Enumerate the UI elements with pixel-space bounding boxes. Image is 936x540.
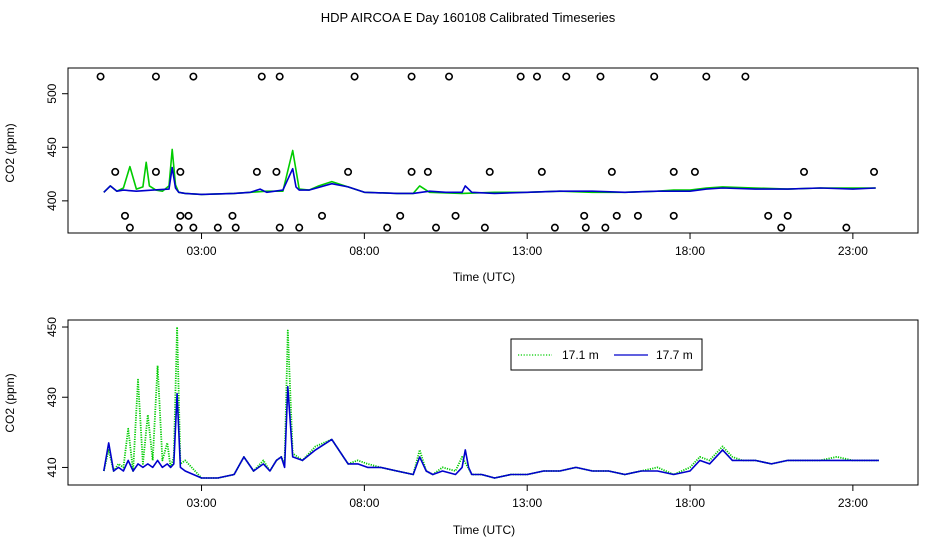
- top-x-tick-label: 23:00: [838, 244, 868, 258]
- bottom-x-tick-label: 03:00: [187, 496, 217, 510]
- marker-circle: [581, 223, 590, 232]
- marker-circle: [485, 167, 494, 176]
- marker-circle: [151, 72, 160, 81]
- bottom-series-green: [102, 326, 879, 479]
- top-y-tick-label: 450: [45, 137, 59, 157]
- marker-circle: [532, 72, 541, 81]
- marker-circle: [125, 223, 134, 232]
- legend-label-green: 17.1 m: [562, 348, 599, 362]
- marker-circle: [633, 211, 642, 220]
- chart-title: HDP AIRCOA E Day 160108 Calibrated Times…: [321, 10, 616, 25]
- top-y-axis: 400 450 500: [45, 83, 68, 211]
- marker-circle: [213, 223, 222, 232]
- legend: 17.1 m 17.7 m: [510, 338, 703, 371]
- marker-circle: [184, 211, 193, 220]
- marker-circle: [601, 223, 610, 232]
- bottom-y-tick-label: 450: [45, 317, 59, 337]
- top-x-tick-label: 18:00: [675, 244, 705, 258]
- marker-circle: [550, 223, 559, 232]
- top-plot-frame: [67, 67, 919, 234]
- marker-circle: [783, 211, 792, 220]
- top-x-axis: 03:00 08:00 13:00 18:00 23:00: [187, 233, 868, 258]
- bottom-series-blue: [103, 385, 879, 479]
- bottom-x-tick-label: 13:00: [512, 496, 542, 510]
- marker-circle: [228, 211, 237, 220]
- bottom-x-axis: 03:00 08:00 13:00 18:00 23:00: [187, 485, 868, 510]
- top-x-tick-label: 03:00: [187, 244, 217, 258]
- marker-circle: [120, 211, 129, 220]
- marker-circle: [383, 223, 392, 232]
- marker-circle: [275, 72, 284, 81]
- marker-circle: [842, 223, 851, 232]
- marker-circle: [669, 167, 678, 176]
- bottom-x-axis-label: Time (UTC): [453, 523, 515, 537]
- marker-circle: [318, 211, 327, 220]
- bottom-series-lines: [102, 326, 879, 479]
- marker-circle: [451, 211, 460, 220]
- marker-circle: [690, 167, 699, 176]
- marker-circle: [650, 72, 659, 81]
- marker-circle: [612, 211, 621, 220]
- marker-circle: [607, 167, 616, 176]
- marker-circle: [423, 167, 432, 176]
- marker-circle: [96, 72, 105, 81]
- legend-box: [510, 338, 703, 371]
- marker-circle: [537, 167, 546, 176]
- top-series-blue: [103, 166, 876, 196]
- bottom-x-tick-label: 08:00: [349, 496, 379, 510]
- top-y-axis-label: CO2 (ppm): [3, 123, 17, 182]
- marker-circle: [480, 223, 489, 232]
- bottom-y-tick-label: 430: [45, 387, 59, 407]
- marker-circle: [252, 167, 261, 176]
- bottom-panel: 03:00 08:00 13:00 18:00 23:00 410 430 450 Time…: [3, 317, 919, 537]
- marker-circle: [111, 167, 120, 176]
- bottom-y-axis-label: CO2 (ppm): [3, 373, 17, 432]
- marker-circle: [344, 167, 353, 176]
- top-y-tick-label: 400: [45, 191, 59, 211]
- marker-circle: [741, 72, 750, 81]
- marker-circle: [189, 72, 198, 81]
- legend-label-blue: 17.7 m: [656, 348, 693, 362]
- marker-circle: [257, 72, 266, 81]
- marker-circle: [580, 211, 589, 220]
- marker-circle: [702, 72, 711, 81]
- marker-circle: [189, 223, 198, 232]
- top-x-axis-label: Time (UTC): [453, 270, 515, 284]
- marker-circle: [800, 167, 809, 176]
- top-series-green: [103, 148, 876, 196]
- marker-circle: [295, 223, 304, 232]
- marker-circle: [396, 211, 405, 220]
- bottom-x-tick-label: 23:00: [838, 496, 868, 510]
- marker-circle: [669, 211, 678, 220]
- top-panel: 03:00 08:00 13:00 18:00 23:00 400 450 500 Time…: [3, 67, 919, 284]
- marker-circle: [562, 72, 571, 81]
- bottom-x-tick-label: 18:00: [675, 496, 705, 510]
- bottom-y-axis: 410 430 450: [45, 317, 68, 477]
- marker-circle: [407, 72, 416, 81]
- top-markers: [96, 72, 879, 232]
- marker-circle: [432, 223, 441, 232]
- marker-circle: [596, 72, 605, 81]
- marker-circle: [151, 167, 160, 176]
- marker-circle: [275, 223, 284, 232]
- top-y-tick-label: 500: [45, 83, 59, 103]
- marker-circle: [272, 167, 281, 176]
- marker-circle: [870, 167, 879, 176]
- top-series-lines: [103, 148, 876, 196]
- marker-circle: [764, 211, 773, 220]
- bottom-y-tick-label: 410: [45, 457, 59, 477]
- marker-circle: [445, 72, 454, 81]
- marker-circle: [176, 211, 185, 220]
- bottom-plot-frame: [67, 319, 919, 486]
- marker-circle: [176, 167, 185, 176]
- marker-circle: [350, 72, 359, 81]
- marker-circle: [407, 167, 416, 176]
- top-x-tick-label: 08:00: [349, 244, 379, 258]
- marker-circle: [777, 223, 786, 232]
- marker-circle: [174, 223, 183, 232]
- marker-circle: [516, 72, 525, 81]
- marker-circle: [231, 223, 240, 232]
- top-x-tick-label: 13:00: [512, 244, 542, 258]
